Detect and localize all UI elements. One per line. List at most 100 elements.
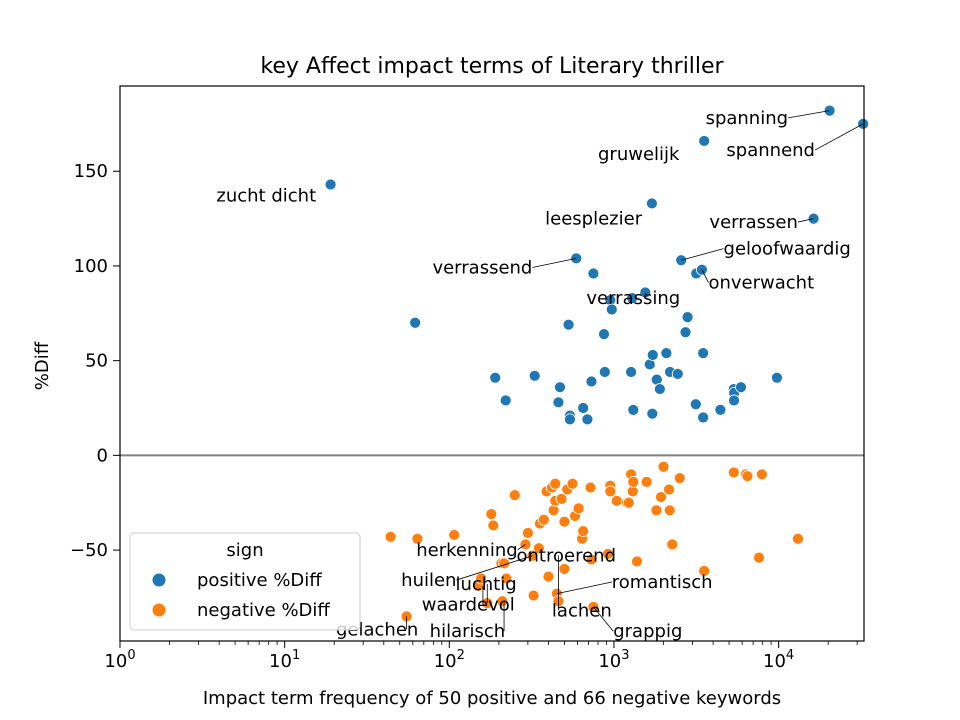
point-negative: [500, 572, 513, 585]
point-positive: [646, 197, 658, 210]
point-positive: [587, 267, 600, 280]
point-negative: [741, 470, 754, 483]
point-label: spanning: [706, 108, 789, 129]
point-negative: [549, 477, 562, 490]
point-negative: [555, 493, 568, 505]
point-negative: [602, 547, 614, 560]
point-negative: [411, 532, 424, 545]
point-label: herkenning: [416, 540, 517, 561]
point-positive: [625, 366, 637, 378]
point-negative: [527, 589, 540, 602]
point-label: waardevol: [422, 595, 515, 616]
y-axis-title: %Diff: [32, 341, 53, 390]
point-positive: [489, 371, 502, 384]
point-positive: [771, 371, 783, 384]
point-negative: [577, 525, 590, 538]
leader-line: [787, 110, 830, 119]
point-label: verrassing: [586, 288, 680, 309]
point-positive: [554, 381, 566, 394]
plot-frame: [119, 85, 865, 642]
point-positive: [660, 347, 673, 359]
legend-label-negative: negative %Diff: [197, 600, 330, 621]
point-negative: [384, 530, 397, 543]
point-positive: [681, 311, 694, 323]
leader-line: [532, 257, 577, 268]
x-tick-label: 102: [434, 648, 465, 672]
point-label: spannend: [726, 140, 815, 161]
point-negative: [663, 504, 676, 517]
point-negative: [572, 502, 585, 515]
legend: sign positive %Diff negative %Diff: [129, 532, 361, 631]
legend-title: sign: [226, 540, 263, 561]
point-positive: [585, 375, 598, 388]
point-positive: [564, 413, 576, 426]
point-negative: [698, 565, 711, 577]
point-negative: [610, 494, 623, 507]
x-axis-ticks: 100 101 102 103 104: [104, 641, 858, 672]
y-tick-label: 100: [74, 256, 108, 277]
y-tick-label: 150: [74, 161, 108, 182]
point-positive: [409, 316, 422, 329]
point-positive: [714, 404, 727, 416]
point-positive: [671, 368, 684, 380]
point-positive: [577, 402, 590, 414]
point-negative: [650, 504, 663, 517]
point-label: leesplezier: [545, 208, 643, 229]
point-positive: [735, 381, 747, 394]
point-label: huilen: [401, 570, 456, 591]
point-negative: [640, 475, 653, 488]
point-label: grappig: [613, 621, 682, 642]
point-positive: [598, 328, 610, 341]
point-negative: [496, 595, 509, 608]
point-positive: [646, 407, 659, 420]
point-label: zucht dicht: [216, 186, 316, 207]
chart-title: key Affect impact terms of Literary thri…: [260, 54, 724, 79]
plot-area: zucht dicht spanning spannend gruwelijk lees…: [119, 85, 870, 642]
legend-marker-negative: [151, 602, 167, 618]
leader-line: [814, 123, 864, 151]
point-positive: [728, 394, 740, 407]
legend-label-positive: positive %Diff: [197, 570, 322, 591]
point-negative: [508, 489, 521, 502]
point-negative: [604, 485, 617, 498]
point-positive: [697, 347, 710, 359]
point-label: ontroerend: [517, 545, 616, 566]
legend-box: [129, 532, 361, 631]
point-negative: [727, 466, 740, 479]
point-label: lachen: [552, 600, 612, 621]
point-negative: [622, 496, 635, 509]
leader-line: [517, 544, 526, 551]
point-negative: [584, 481, 597, 494]
point-label: romantisch: [612, 572, 713, 593]
point-negative: [585, 553, 598, 566]
point-positive: [605, 303, 618, 316]
point-negative: [558, 515, 571, 528]
point-label: luchtig: [455, 574, 516, 595]
point-negative: [537, 513, 550, 526]
point-label: verrassen: [709, 212, 797, 233]
point-positive: [552, 396, 565, 409]
point-negative: [666, 538, 679, 551]
point-label: hilarisch: [430, 621, 506, 642]
point-negative: [627, 475, 640, 488]
point-positive: [698, 135, 711, 147]
point-negative: [566, 477, 579, 490]
point-label: geloofwaardig: [724, 239, 851, 260]
point-negative: [521, 527, 534, 539]
leader-line: [797, 218, 814, 223]
point-negative: [792, 532, 804, 545]
leader-line: [456, 555, 533, 581]
legend-marker-positive: [151, 572, 167, 588]
point-negative: [753, 551, 765, 564]
point-negative: [663, 483, 675, 496]
point-positive: [653, 383, 666, 395]
point-positive: [626, 292, 639, 305]
y-axis-ticks: −50 0 50 100 150: [70, 161, 120, 561]
point-label: onverwacht: [708, 273, 814, 294]
point-positive: [627, 404, 640, 416]
leader-line: [593, 606, 614, 632]
leader-line: [556, 581, 612, 595]
point-negative: [558, 563, 571, 575]
point-negative: [542, 570, 555, 583]
